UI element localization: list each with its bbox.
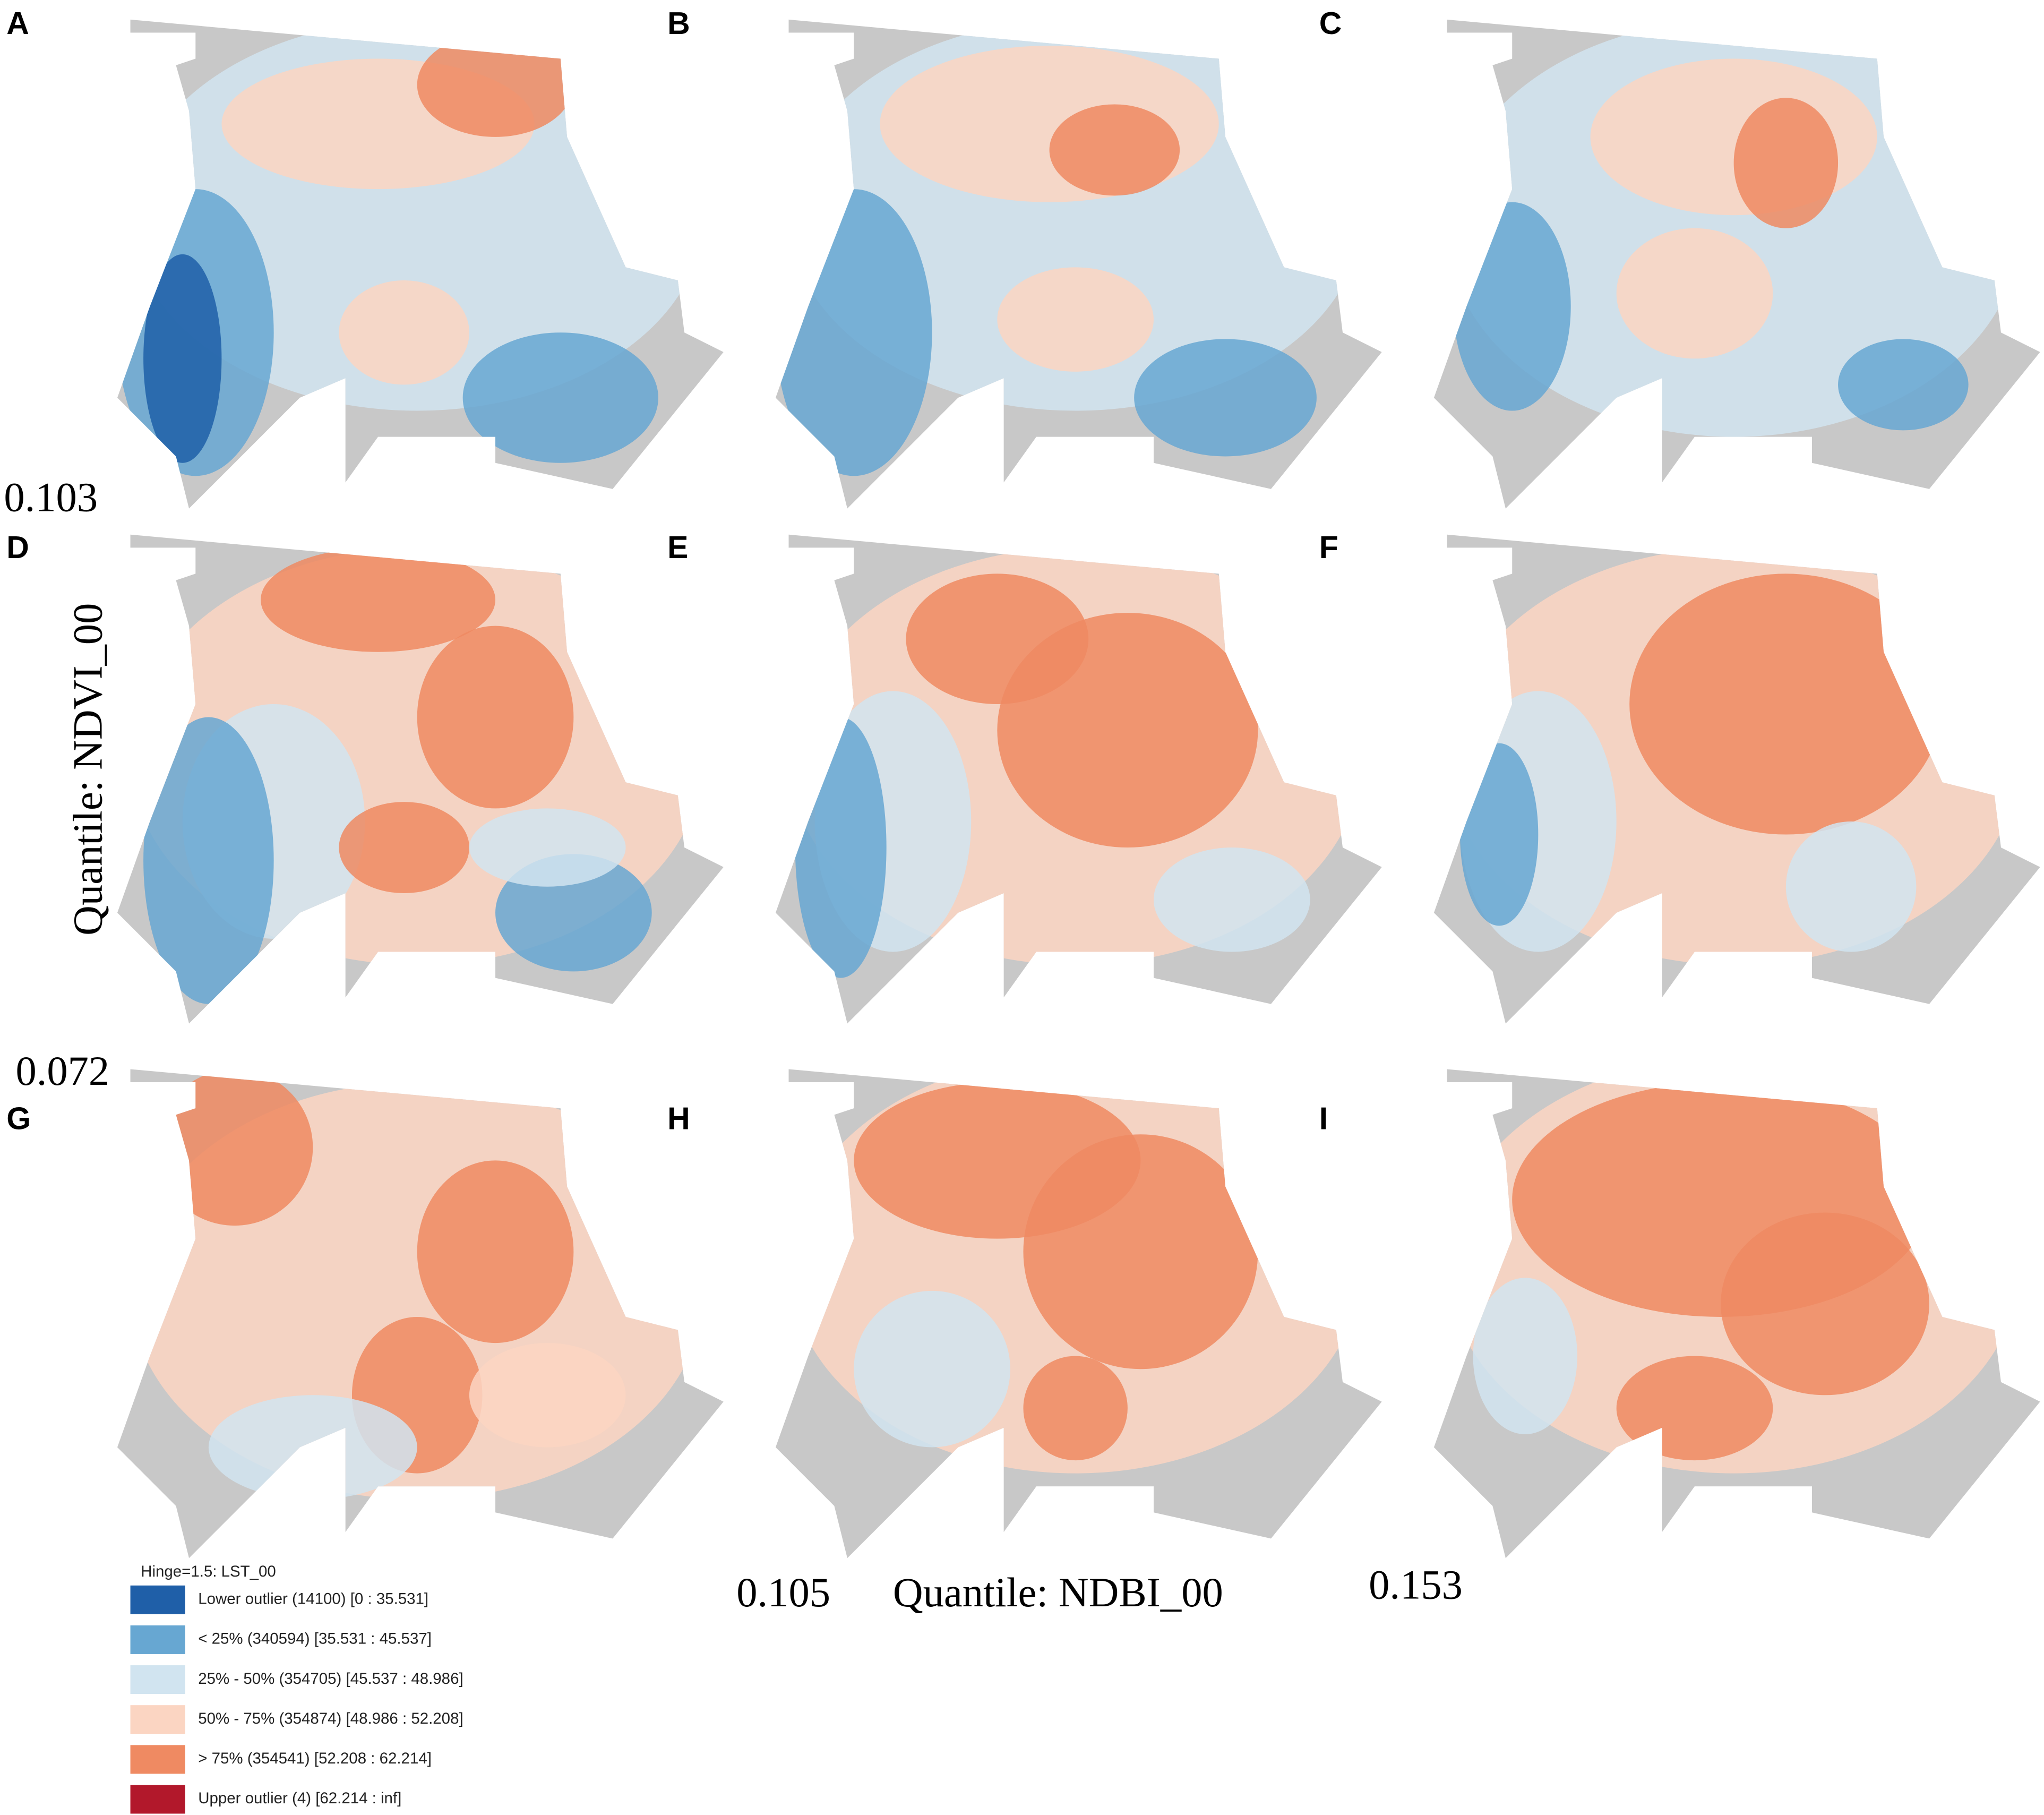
map-patch xyxy=(1153,847,1310,952)
panel-label: G xyxy=(6,1101,31,1136)
map-patch xyxy=(1447,19,2021,437)
map-patch xyxy=(795,717,887,978)
map-patch xyxy=(339,802,469,893)
map-patch xyxy=(1616,1356,1773,1461)
panel-label: E xyxy=(667,530,688,565)
map-panel xyxy=(117,19,724,509)
legend-swatch xyxy=(130,1625,185,1654)
map-patch xyxy=(1785,821,1917,952)
legend-title: Hinge=1.5: LST_00 xyxy=(141,1563,276,1580)
map-panel xyxy=(117,1069,724,1559)
legend-label: Lower outlier (14100) [0 : 35.531] xyxy=(198,1590,428,1608)
map-patch xyxy=(417,32,574,137)
map-patch xyxy=(143,254,222,463)
legend-label: > 75% (354541) [52.208 : 62.214] xyxy=(198,1750,432,1767)
map-patch xyxy=(997,267,1154,372)
legend-label: Upper outlier (4) [62.214 : inf] xyxy=(198,1790,401,1807)
map-patches xyxy=(788,547,1362,978)
map-patch xyxy=(261,547,496,652)
annotation-value: 0.072 xyxy=(15,1048,109,1094)
map-patch xyxy=(462,332,658,463)
panel-label: H xyxy=(667,1101,690,1136)
panel-label: B xyxy=(667,6,690,41)
legend-swatch xyxy=(130,1745,185,1774)
map-patch xyxy=(1023,1356,1128,1461)
map-patch xyxy=(417,1160,574,1343)
map-patches xyxy=(1447,547,2021,965)
map-patch xyxy=(775,189,932,476)
panel-label: F xyxy=(1319,530,1338,565)
map-patches xyxy=(1447,19,2021,437)
map-patch xyxy=(469,1343,626,1448)
map-patch xyxy=(417,626,574,809)
map-patch xyxy=(1629,573,1943,835)
map-patch xyxy=(1023,1134,1258,1369)
map-panel xyxy=(775,1069,1382,1559)
map-patches xyxy=(130,547,704,1004)
map-patch xyxy=(1460,743,1539,926)
map-patches xyxy=(788,1069,1362,1474)
legend-label: 50% - 75% (354874) [48.986 : 52.208] xyxy=(198,1710,463,1727)
map-patch xyxy=(339,280,469,385)
map-patch xyxy=(1453,202,1571,411)
map-patch xyxy=(469,808,626,887)
map-panel xyxy=(775,534,1382,1024)
map-patch xyxy=(1721,1212,1929,1396)
annotation-value: 0.105 xyxy=(736,1569,830,1615)
map-panel xyxy=(1433,534,2040,1024)
legend-label: 25% - 50% (354705) [45.537 : 48.986] xyxy=(198,1670,463,1688)
annotation-value: 0.153 xyxy=(1369,1561,1463,1607)
map-patch xyxy=(1616,228,1773,359)
map-panel xyxy=(117,534,724,1024)
map-patch xyxy=(1590,58,1877,216)
map-patch xyxy=(1134,339,1317,457)
map-panel xyxy=(1433,1069,2040,1559)
legend-swatch xyxy=(130,1665,185,1694)
panel-label: C xyxy=(1319,6,1342,41)
map-panel xyxy=(775,19,1382,509)
panel-label: A xyxy=(6,6,29,41)
map-patch xyxy=(854,1290,1010,1448)
map-patches xyxy=(1447,1069,2021,1474)
map-patches xyxy=(775,19,1362,476)
map-patches xyxy=(117,19,704,476)
axis-title: Quantile: NDBI_00 xyxy=(893,1569,1223,1615)
map-patch xyxy=(156,1069,313,1226)
panel-label: D xyxy=(6,530,29,565)
map-patch xyxy=(143,717,274,1004)
map-patch xyxy=(906,573,1089,704)
annotation-value: 0.103 xyxy=(4,474,98,520)
map-patches xyxy=(130,1069,704,1500)
panel-label: I xyxy=(1319,1101,1328,1136)
map-patch xyxy=(1733,98,1839,228)
map-panel xyxy=(1433,19,2040,509)
map-patch xyxy=(1473,1278,1577,1434)
legend-swatch xyxy=(130,1785,185,1814)
map-patch xyxy=(208,1395,417,1500)
axis-title: Quantile: NDVI_00 xyxy=(65,603,111,936)
map-patch xyxy=(1049,104,1180,196)
legend-label: < 25% (340594) [35.531 : 45.537] xyxy=(198,1630,432,1648)
legend-swatch xyxy=(130,1585,185,1614)
legend-swatch xyxy=(130,1705,185,1734)
map-patch xyxy=(1838,339,1969,431)
